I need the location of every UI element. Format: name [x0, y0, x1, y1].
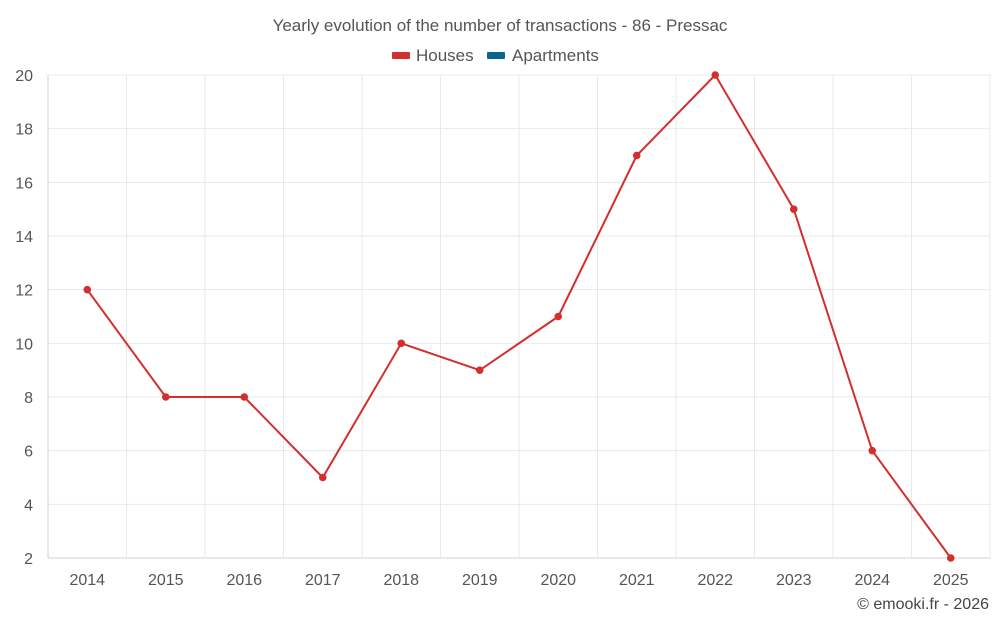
y-tick-label: 14 — [15, 229, 33, 246]
y-axis-ticks: 2 4 6 8 10 12 14 16 18 20 — [15, 68, 33, 568]
data-point[interactable] — [868, 446, 877, 455]
x-tick-label: 2022 — [697, 572, 733, 589]
data-point[interactable] — [397, 339, 406, 348]
x-tick-label: 2015 — [148, 572, 184, 589]
series-line-houses — [86, 74, 952, 559]
data-point[interactable] — [946, 554, 955, 562]
x-tick-label: 2025 — [933, 572, 969, 589]
y-tick-label: 6 — [24, 444, 33, 461]
data-point[interactable] — [632, 151, 641, 160]
series-houses — [83, 71, 955, 562]
chart-title: Yearly evolution of the number of transa… — [273, 16, 728, 35]
x-tick-label: 2020 — [540, 572, 576, 589]
x-tick-label: 2021 — [619, 572, 655, 589]
data-point[interactable] — [240, 393, 249, 401]
x-tick-label: 2024 — [854, 572, 890, 589]
y-tick-label: 10 — [15, 336, 33, 353]
credit-text: © emooki.fr - 2026 — [857, 596, 989, 613]
x-tick-label: 2016 — [226, 572, 262, 589]
x-tick-label: 2019 — [462, 572, 498, 589]
y-tick-label: 8 — [24, 390, 33, 407]
x-axis-ticks: 2014 2015 2016 2017 2018 2019 2020 2021 2022 2023… — [69, 572, 968, 589]
data-point[interactable] — [318, 473, 327, 482]
legend: Houses Apartments — [392, 46, 599, 65]
x-tick-label: 2018 — [383, 572, 419, 589]
x-tick-label: 2017 — [305, 572, 341, 589]
y-tick-label: 16 — [15, 175, 33, 192]
data-point[interactable] — [475, 366, 484, 374]
x-tick-label: 2023 — [776, 572, 812, 589]
y-tick-label: 20 — [15, 68, 33, 85]
legend-label-apartments[interactable]: Apartments — [512, 46, 599, 65]
data-point[interactable] — [83, 285, 92, 294]
grid — [47, 74, 991, 559]
legend-swatch-houses — [392, 52, 410, 59]
legend-swatch-apartments — [487, 52, 505, 59]
y-tick-label: 12 — [15, 283, 33, 300]
data-point[interactable] — [554, 312, 563, 321]
data-point[interactable] — [789, 205, 798, 213]
data-point[interactable] — [711, 71, 720, 79]
data-point[interactable] — [161, 393, 170, 401]
legend-label-houses[interactable]: Houses — [416, 46, 474, 65]
y-tick-label: 18 — [15, 122, 33, 139]
y-tick-label: 4 — [24, 497, 33, 514]
x-tick-label: 2014 — [69, 572, 105, 589]
y-tick-label: 2 — [24, 551, 33, 568]
